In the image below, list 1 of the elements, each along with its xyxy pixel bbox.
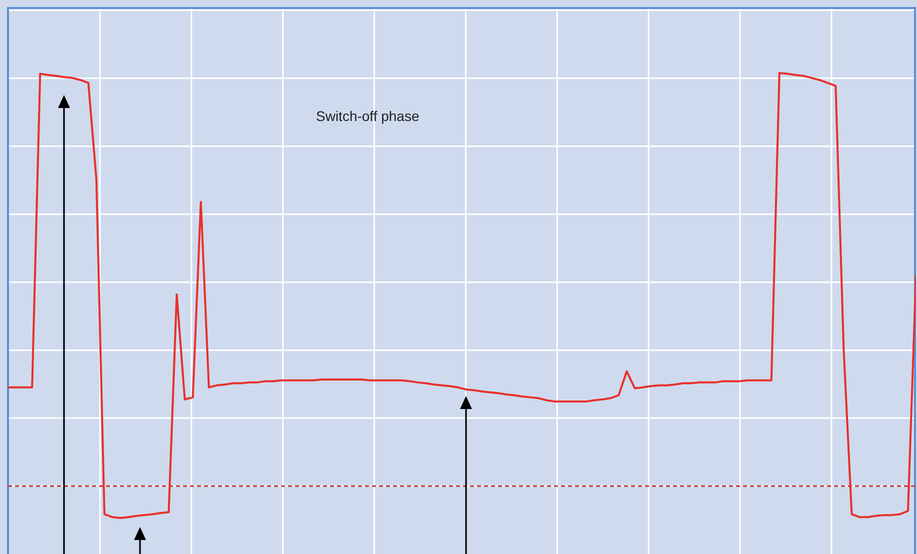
annotation: Switch-off phase	[316, 108, 420, 124]
